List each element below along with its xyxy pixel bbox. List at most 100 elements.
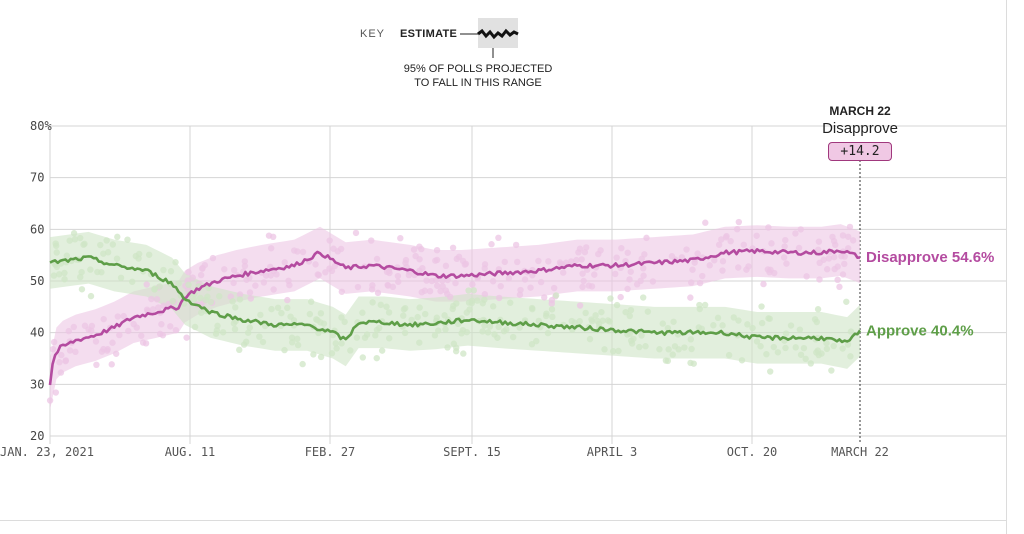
disapprove-poll-dot <box>541 294 548 301</box>
approve-poll-dot <box>109 241 117 248</box>
disapprove-poll-dot <box>241 258 248 265</box>
approve-poll-dot <box>664 324 672 332</box>
disapprove-poll-dot <box>312 261 319 268</box>
disapprove-poll-dot <box>143 281 150 288</box>
approve-poll-dot <box>70 230 78 237</box>
approve-poll-dot <box>847 353 854 360</box>
key-swatch <box>460 18 519 58</box>
approve-poll-dot <box>503 326 510 333</box>
disapprove-poll-dot <box>434 282 441 289</box>
approve-poll-dot <box>659 320 666 327</box>
approve-poll-dot <box>474 297 481 304</box>
approve-poll-dot <box>484 329 492 336</box>
disapprove-poll-dot <box>839 271 847 278</box>
disapprove-poll-dot <box>246 289 254 296</box>
approve-poll-dot <box>450 340 458 347</box>
approve-poll-dot <box>268 305 275 313</box>
disapprove-poll-dot <box>286 281 293 289</box>
approve-poll-dot <box>844 341 852 348</box>
approve-poll-dot <box>626 312 633 320</box>
estimate-lines <box>48 248 862 386</box>
approve-poll-dot <box>214 322 221 330</box>
key-note-line1: 95% OF POLLS PROJECTED <box>403 63 553 75</box>
disapprove-poll-dot <box>70 323 78 331</box>
approve-poll-dot <box>758 303 765 310</box>
approve-poll-dot <box>156 283 163 290</box>
disapprove-poll-dot <box>88 327 95 334</box>
disapprove-poll-dot <box>334 248 341 255</box>
approve-poll-dot <box>372 332 379 339</box>
approve-poll-dot <box>592 312 599 319</box>
approve-poll-dot <box>219 329 227 336</box>
approve-poll-dot <box>113 255 121 262</box>
approve-poll-dot <box>61 276 68 283</box>
disapprove-poll-dot <box>626 276 633 283</box>
disapprove-poll-dot <box>452 279 459 287</box>
disapprove-poll-dot <box>267 272 274 279</box>
approve-poll-dot <box>669 351 676 358</box>
approve-poll-dot <box>185 281 192 289</box>
disapprove-poll-dot <box>100 315 107 323</box>
approve-poll-dot <box>823 339 830 347</box>
disapprove-poll-dot <box>617 293 624 301</box>
disapprove-poll-dot <box>624 249 631 256</box>
approve-poll-dot <box>642 343 649 350</box>
disapprove-poll-dot <box>612 270 619 278</box>
disapprove-poll-dot <box>149 306 157 313</box>
approve-poll-dot <box>414 313 421 321</box>
approve-poll-dot <box>376 324 383 332</box>
approve-poll-dot <box>61 269 68 277</box>
disapprove-poll-dot <box>172 326 180 334</box>
key-estimate-line <box>477 28 519 40</box>
approve-poll-dot <box>103 237 110 244</box>
annotation-margin-badge: +14.2 <box>828 142 892 161</box>
approve-poll-dot <box>481 322 488 329</box>
disapprove-poll-dot <box>221 266 228 273</box>
disapprove-poll-dot <box>579 283 586 291</box>
approve-poll-dot <box>50 272 58 279</box>
approve-poll-dot <box>294 341 302 349</box>
disapprove-poll-dot <box>373 255 381 263</box>
approve-poll-dot <box>613 301 621 309</box>
disapprove-poll-dot <box>130 320 137 328</box>
disapprove-poll-dot <box>433 256 441 264</box>
approve-poll-dot <box>207 298 215 306</box>
x-tick-5: OCT. 20 <box>727 445 778 459</box>
disapprove-poll-dot <box>846 223 854 231</box>
x-tick-0: JAN. 23, 2021 <box>0 445 94 459</box>
disapprove-poll-dot <box>328 267 336 275</box>
approve-poll-dot <box>552 292 560 299</box>
disapprove-poll-dot <box>715 241 723 248</box>
approve-poll-dot <box>767 368 774 375</box>
disapprove-poll-dot <box>514 258 521 266</box>
disapprove-poll-dot <box>352 229 360 237</box>
approve-poll-dot <box>444 344 451 351</box>
disapprove-poll-dot <box>114 313 122 320</box>
disapprove-poll-dot <box>260 279 268 286</box>
disapprove-poll-dot <box>512 241 520 249</box>
disapprove-poll-dot <box>580 277 587 285</box>
approve-poll-dot <box>338 340 345 347</box>
approve-poll-dot <box>145 251 153 258</box>
disapprove-poll-dot <box>556 259 564 266</box>
disapprove-poll-dot <box>183 334 190 341</box>
disapprove-poll-dot <box>108 361 115 368</box>
approve-poll-dot <box>744 321 751 328</box>
y-tick-20: 20 <box>30 429 44 443</box>
disapprove-poll-dot <box>792 230 799 237</box>
approve-poll-dot <box>507 299 514 306</box>
approve-poll-dot <box>454 320 462 328</box>
disapprove-poll-dot <box>449 244 457 251</box>
approve-poll-dot <box>830 342 837 350</box>
disapprove-poll-dot <box>455 253 463 261</box>
disapprove-poll-dot <box>368 237 375 244</box>
approve-poll-dot <box>314 316 321 324</box>
disapprove-poll-dot <box>143 306 151 313</box>
disapprove-poll-dot <box>562 259 570 266</box>
disapprove-poll-dot <box>567 258 575 265</box>
disapprove-poll-dot <box>618 244 625 252</box>
axis-labels: 20 30 40 50 60 70 80% JAN. 23, 2021 AUG. 11 FEB. … <box>0 119 994 459</box>
disapprove-poll-dot <box>481 265 488 272</box>
approve-poll-dot <box>197 294 204 302</box>
approve-poll-dot <box>802 355 809 363</box>
